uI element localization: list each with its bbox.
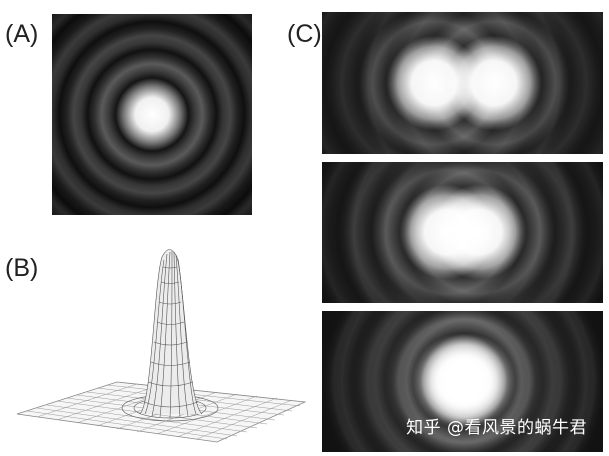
two-disks-unresolved-panel: 知乎 @看风景的蜗牛君 bbox=[322, 311, 603, 452]
airy-disk-panel bbox=[52, 14, 252, 215]
mesh-peak bbox=[139, 249, 203, 419]
label-b: (B) bbox=[5, 254, 39, 282]
two-disks-resolved-panel bbox=[322, 12, 603, 154]
psf-mesh-plot bbox=[16, 249, 307, 443]
airy-disk-image bbox=[52, 14, 252, 215]
two-disks-rayleigh-image bbox=[322, 162, 603, 303]
two-disks-rayleigh-panel bbox=[322, 162, 603, 303]
label-c: (C) bbox=[287, 20, 322, 48]
two-disks-resolved-image bbox=[322, 12, 603, 154]
two-disks-unresolved-image bbox=[322, 311, 603, 452]
label-a: (A) bbox=[5, 20, 39, 48]
watermark-text: 知乎 @看风景的蜗牛君 bbox=[406, 418, 587, 438]
